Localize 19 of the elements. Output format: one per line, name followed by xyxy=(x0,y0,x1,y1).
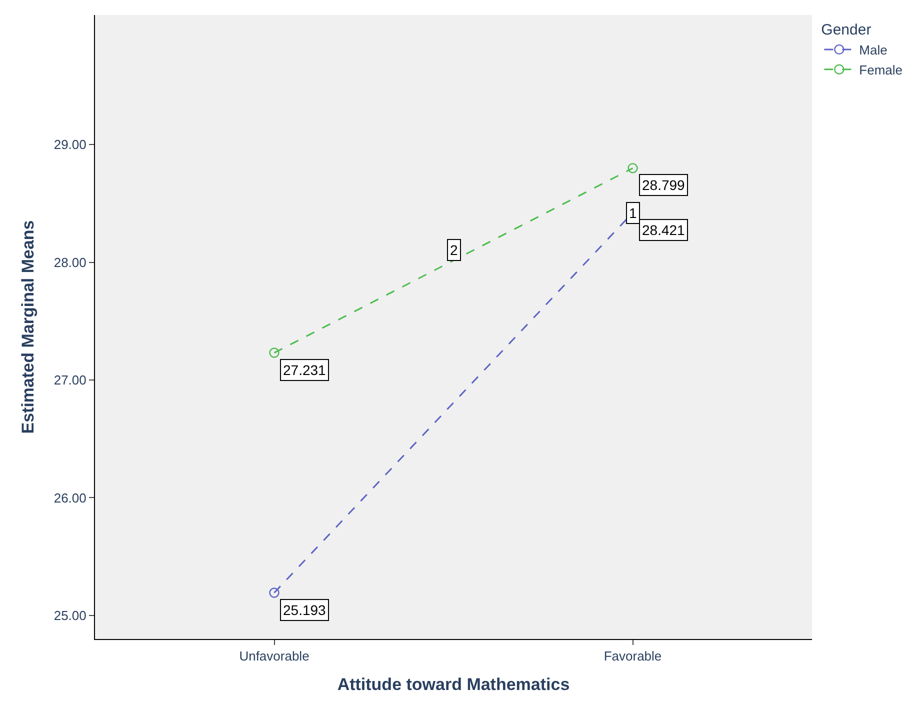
legend-label: Female xyxy=(859,62,903,78)
x-axis-title: Attitude toward Mathematics xyxy=(337,675,570,694)
y-tick-label: 28.00 xyxy=(54,254,86,270)
point xyxy=(628,163,638,174)
x-tick-label: Favorable xyxy=(604,648,662,664)
y-tick-label: 26.00 xyxy=(54,490,86,506)
data-label: 25.193 xyxy=(283,602,326,618)
point xyxy=(269,348,280,358)
data-label: 28.421 xyxy=(642,222,686,238)
data-label: 27.231 xyxy=(283,362,326,378)
legend-label: Male xyxy=(859,42,888,58)
annotation: 2 xyxy=(450,242,458,258)
y-axis-title: Estimated Marginal Means xyxy=(18,220,38,434)
x-tick-label: Unfavorable xyxy=(239,648,310,664)
legend-title: Gender xyxy=(821,22,872,38)
y-tick-label: 29.00 xyxy=(54,137,86,152)
data-label: 28.799 xyxy=(642,177,686,193)
y-tick-label: 27.00 xyxy=(54,372,86,388)
y-tick-label: 25.00 xyxy=(54,608,86,623)
